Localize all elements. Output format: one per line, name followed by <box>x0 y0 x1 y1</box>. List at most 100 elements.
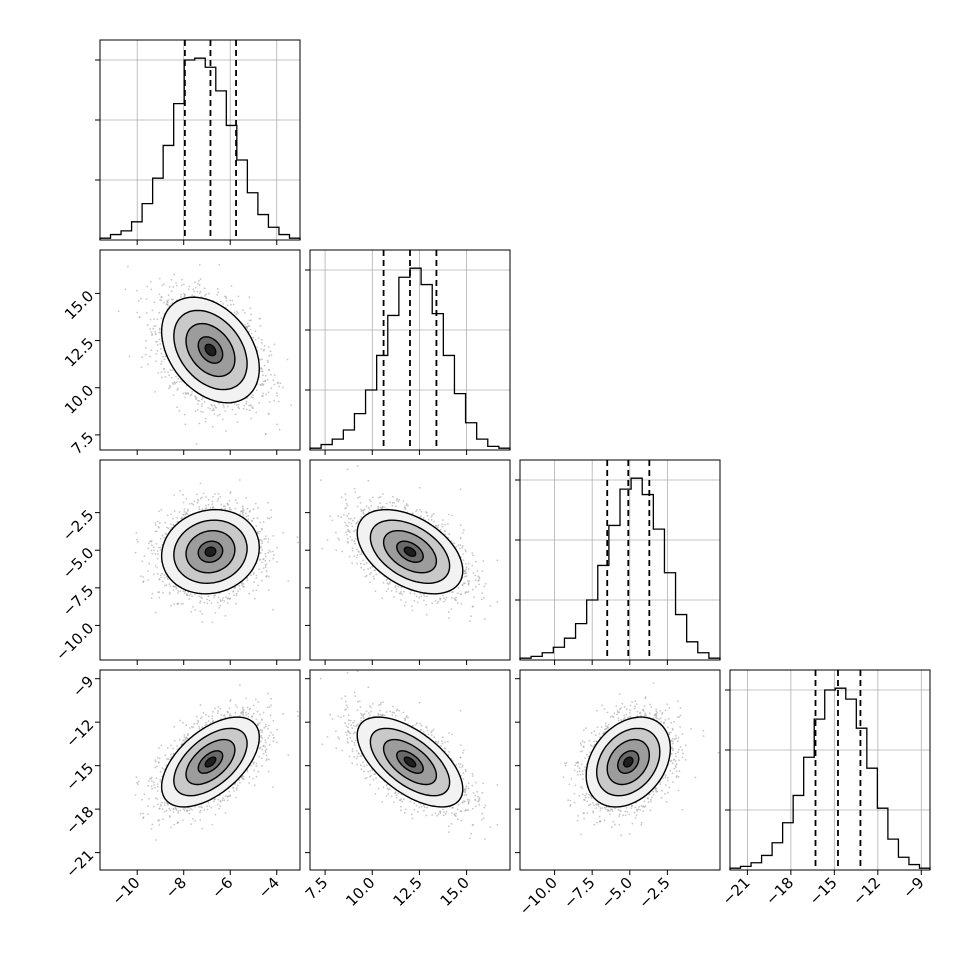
scatter-point <box>474 574 477 577</box>
scatter-point <box>634 705 636 708</box>
scatter-point <box>265 570 268 573</box>
scatter-point <box>631 822 634 825</box>
scatter-point <box>195 397 198 400</box>
scatter-point <box>635 703 638 705</box>
scatter-point <box>448 533 451 536</box>
scatter-point <box>673 738 676 740</box>
scatter-point <box>282 386 284 389</box>
scatter-point <box>211 503 214 505</box>
scatter-point <box>185 724 188 726</box>
scatter-point <box>573 769 576 772</box>
scatter-point <box>176 406 179 409</box>
scatter-point <box>360 714 363 717</box>
scatter-point <box>467 562 470 565</box>
scatter-point <box>233 403 236 405</box>
scatter-point <box>349 531 352 534</box>
scatter-point <box>232 303 235 306</box>
scatter-point <box>603 708 606 710</box>
scatter-point <box>194 609 197 611</box>
scatter-point <box>360 510 363 513</box>
scatter-point <box>163 801 166 804</box>
scatter-point <box>666 779 669 782</box>
scatter-point <box>430 518 433 521</box>
scatter-point <box>351 549 354 552</box>
scatter-point <box>356 709 359 711</box>
scatter-point <box>260 545 262 548</box>
scatter-point <box>177 592 180 594</box>
scatter-point <box>413 808 416 811</box>
scatter-point <box>460 593 462 596</box>
scatter-point <box>411 609 414 612</box>
scatter-point <box>187 508 189 511</box>
scatter-point <box>458 766 461 769</box>
scatter-point <box>385 590 388 593</box>
scatter-point <box>403 590 405 593</box>
scatter-point <box>352 721 354 724</box>
scatter-point <box>413 802 416 804</box>
scatter-point <box>182 590 185 593</box>
scatter-point <box>613 712 616 715</box>
scatter-point <box>416 810 419 813</box>
scatter-point <box>370 706 372 709</box>
scatter-point <box>457 544 460 546</box>
scatter-point <box>385 579 388 582</box>
scatter-point <box>579 773 582 776</box>
scatter-point <box>356 750 358 752</box>
scatter-point <box>220 300 222 303</box>
scatter-point <box>397 585 400 588</box>
scatter-point <box>426 726 428 729</box>
scatter-point <box>380 715 383 717</box>
scatter-point <box>251 519 254 522</box>
scatter-point <box>337 736 340 739</box>
scatter-point <box>159 537 162 540</box>
scatter-point <box>217 596 220 599</box>
scatter-point <box>410 605 413 607</box>
scatter-point <box>273 399 275 402</box>
scatter-point <box>356 724 358 727</box>
scatter-point <box>276 394 279 397</box>
scatter-point <box>183 413 186 416</box>
scatter-point <box>600 726 603 729</box>
scatter-point <box>229 713 231 716</box>
scatter-point <box>190 610 193 613</box>
scatter-point <box>258 568 260 570</box>
scatter-point <box>671 738 674 740</box>
scatter-point <box>252 712 255 715</box>
scatter-point <box>675 770 678 773</box>
scatter-point <box>136 289 138 292</box>
scatter-point <box>236 421 239 423</box>
scatter-point <box>160 299 163 302</box>
scatter-point <box>351 547 354 550</box>
scatter-point <box>340 516 342 518</box>
scatter-point <box>478 583 481 586</box>
scatter-point <box>569 799 572 802</box>
scatter-point <box>172 589 175 591</box>
x-tick-label: 15.0 <box>437 874 473 910</box>
scatter-point <box>256 517 259 519</box>
scatter-point <box>168 374 171 377</box>
scatter-point <box>562 776 565 778</box>
scatter-point <box>196 723 199 725</box>
scatter-point <box>464 790 466 793</box>
scatter-point <box>406 715 408 717</box>
scatter-point <box>678 716 681 718</box>
scatter-point <box>158 277 161 280</box>
scatter-point <box>200 405 203 408</box>
scatter-point <box>219 805 222 808</box>
scatter-point <box>643 705 646 708</box>
scatter-point <box>618 824 621 826</box>
scatter-point <box>180 517 183 520</box>
scatter-point <box>391 711 394 714</box>
scatter-point <box>142 812 145 815</box>
scatter-point <box>357 520 359 523</box>
scatter-point <box>346 537 349 540</box>
scatter-point <box>257 584 260 587</box>
scatter-point <box>351 727 354 729</box>
scatter-point <box>605 808 607 811</box>
scatter-point <box>223 600 226 602</box>
scatter-point <box>161 808 164 810</box>
scatter-point <box>151 552 154 555</box>
scatter-point <box>346 706 349 709</box>
scatter-point <box>185 737 187 740</box>
scatter-point <box>678 748 680 751</box>
